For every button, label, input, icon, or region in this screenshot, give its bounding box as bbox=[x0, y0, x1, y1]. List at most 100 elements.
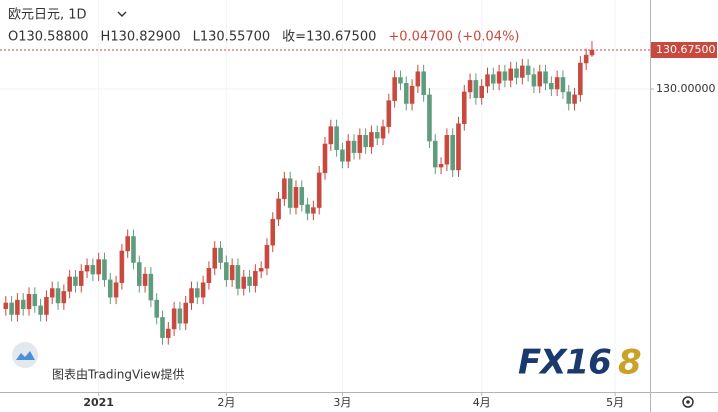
candle-body bbox=[148, 273, 154, 301]
candle-body bbox=[473, 80, 479, 98]
candle-body bbox=[543, 71, 548, 84]
last-price-label: 130.67500 bbox=[656, 43, 716, 56]
candle-body bbox=[496, 71, 502, 84]
candle-body bbox=[55, 288, 61, 304]
candle-body bbox=[247, 276, 252, 286]
candle-body bbox=[438, 163, 444, 168]
candle-body bbox=[444, 135, 450, 165]
x-tick-label: 4月 bbox=[473, 396, 491, 409]
candle-body bbox=[409, 85, 415, 104]
candle-body bbox=[491, 74, 496, 84]
candle-body bbox=[15, 299, 20, 315]
candle-body bbox=[560, 77, 566, 93]
candle-body bbox=[154, 299, 159, 318]
candle-body bbox=[531, 74, 537, 87]
candle-body bbox=[32, 294, 38, 307]
candle-body bbox=[421, 71, 426, 96]
candle-body bbox=[357, 135, 363, 153]
candle-body bbox=[125, 236, 130, 252]
candle-body bbox=[293, 187, 299, 208]
candle-body bbox=[311, 207, 316, 214]
candle-body bbox=[107, 279, 113, 298]
x-tick-label: 5月 bbox=[606, 396, 624, 409]
candle-body bbox=[578, 62, 583, 96]
candle-body bbox=[142, 273, 148, 286]
legend-item: 收=130.67500 bbox=[282, 30, 376, 45]
candle-body bbox=[218, 247, 223, 263]
candle-body bbox=[328, 126, 334, 145]
brand-logo: FX16 bbox=[518, 343, 611, 383]
candle-body bbox=[235, 265, 241, 289]
candle-body bbox=[84, 265, 90, 272]
candle-body bbox=[403, 83, 409, 104]
candle-body bbox=[363, 135, 368, 148]
candle-body bbox=[177, 308, 183, 324]
candle-body bbox=[485, 74, 490, 87]
candle-body bbox=[241, 276, 247, 289]
candle-body bbox=[345, 140, 351, 162]
candle-body bbox=[67, 276, 72, 292]
chart-title[interactable]: 欧元日元, 1D bbox=[8, 8, 87, 23]
candle-body bbox=[9, 302, 14, 315]
candle-body bbox=[520, 65, 525, 78]
candle-body bbox=[183, 302, 188, 324]
candle-body bbox=[160, 317, 165, 338]
candle-body bbox=[3, 302, 9, 309]
candle-body bbox=[299, 187, 305, 205]
candle-body bbox=[131, 236, 136, 263]
candle-body bbox=[392, 77, 397, 101]
candle-body bbox=[450, 135, 455, 171]
candle-body bbox=[90, 265, 96, 275]
candle-body bbox=[432, 140, 438, 168]
settings-gear[interactable] bbox=[682, 396, 694, 408]
candle-body bbox=[119, 250, 125, 283]
candle-body bbox=[73, 276, 78, 286]
candle-body bbox=[195, 288, 200, 298]
candle-body bbox=[189, 288, 194, 304]
candle-body bbox=[427, 94, 432, 142]
candle-body bbox=[26, 294, 32, 309]
candle-body bbox=[38, 305, 43, 315]
candle-body bbox=[61, 291, 67, 304]
candle-body bbox=[386, 100, 392, 127]
candle-body bbox=[583, 54, 589, 64]
candle-body bbox=[351, 140, 357, 153]
candle-body bbox=[549, 83, 554, 90]
candle-body bbox=[276, 198, 281, 220]
candle-body bbox=[316, 172, 322, 208]
candle-body bbox=[229, 265, 235, 281]
settings-gear-center[interactable] bbox=[686, 400, 690, 404]
x-tick-label: 2月 bbox=[217, 396, 235, 409]
candle-body bbox=[398, 77, 403, 84]
candle-body bbox=[96, 259, 101, 275]
legend-item: L130.55700 bbox=[193, 30, 271, 45]
dropdown-icon[interactable] bbox=[117, 11, 127, 17]
candle-body bbox=[369, 132, 374, 148]
candle-body bbox=[380, 126, 386, 139]
candle-body bbox=[49, 288, 55, 298]
brand-logo-accent: 8 bbox=[618, 343, 642, 383]
candle-body bbox=[253, 270, 258, 286]
ohlc-legend: O130.58800 H130.82900 L130.55700 收=130.6750… bbox=[8, 30, 520, 45]
candle-body bbox=[340, 149, 345, 162]
candle-body bbox=[479, 85, 484, 98]
candle-body bbox=[200, 282, 206, 298]
candle-body bbox=[322, 143, 328, 174]
candle-body bbox=[334, 126, 339, 150]
candle-body bbox=[287, 178, 293, 208]
y-tick-label: 130.00000 bbox=[656, 82, 716, 95]
candle-body bbox=[374, 132, 380, 139]
legend-item: O130.58800 bbox=[8, 30, 89, 45]
legend-item: H130.82900 bbox=[101, 30, 181, 45]
candle-body bbox=[206, 268, 212, 283]
candle-body bbox=[467, 80, 473, 93]
candle-body bbox=[589, 49, 595, 56]
candle-body bbox=[44, 296, 49, 315]
candle-body bbox=[137, 262, 142, 286]
tv-logo bbox=[12, 342, 38, 368]
settings-icon[interactable] bbox=[682, 396, 694, 408]
candle-body bbox=[502, 71, 508, 81]
candle-body bbox=[554, 77, 560, 90]
